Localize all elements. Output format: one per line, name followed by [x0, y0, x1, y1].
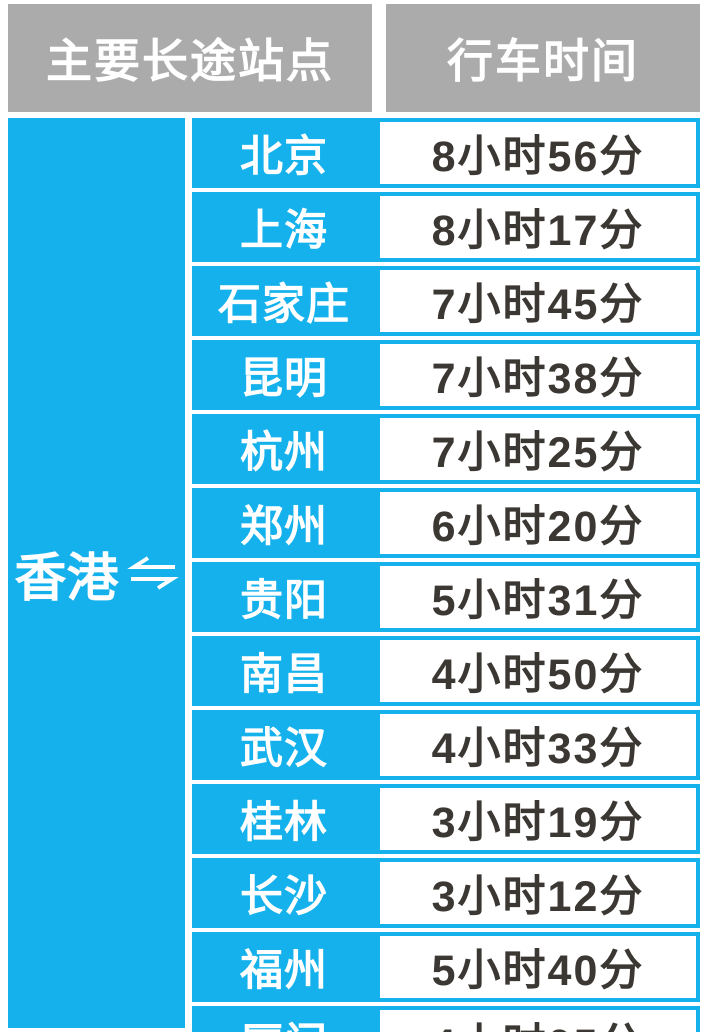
travel-time-cell: 8小时56分: [376, 118, 700, 188]
travel-time-cell: 6小时20分: [376, 488, 700, 558]
station-cell: 南昌: [192, 636, 376, 706]
station-cell: 武汉: [192, 710, 376, 780]
travel-time-cell: 4小时33分: [376, 710, 700, 780]
header-travel-time: 行车时间: [386, 4, 700, 112]
station-cell: 厦门: [192, 1006, 376, 1032]
header-stations: 主要长途站点: [8, 4, 372, 112]
table-row: 昆明 7小时38分: [192, 340, 700, 410]
station-cell: 福州: [192, 932, 376, 1002]
travel-time-cell: 4小时50分: [376, 636, 700, 706]
travel-time-cell: 7小时45分: [376, 266, 700, 336]
station-cell: 桂林: [192, 784, 376, 854]
table-row: 福州 5小时40分: [192, 932, 700, 1002]
rows-container: 北京 8小时56分 上海 8小时17分 石家庄 7小时45分 昆明 7小时38分…: [192, 118, 700, 1032]
table-body: 香港 北京 8小时56分 上海 8小时17分 石家庄 7小时45分 昆明 7小时…: [8, 118, 700, 1032]
origin-cell-hongkong: 香港: [8, 118, 185, 1028]
travel-time-cell: 3小时19分: [376, 784, 700, 854]
travel-time-cell: 3小时12分: [376, 858, 700, 928]
station-cell: 石家庄: [192, 266, 376, 336]
table-row: 长沙 3小时12分: [192, 858, 700, 928]
travel-time-cell: 5小时40分: [376, 932, 700, 1002]
table-row: 厦门 4小时05分: [192, 1006, 700, 1032]
travel-time-cell: 4小时05分: [376, 1006, 700, 1032]
station-cell: 上海: [192, 192, 376, 262]
station-cell: 长沙: [192, 858, 376, 928]
travel-time-cell: 7小时25分: [376, 414, 700, 484]
station-cell: 昆明: [192, 340, 376, 410]
origin-label: 香港: [14, 549, 119, 608]
station-cell: 郑州: [192, 488, 376, 558]
table-row: 上海 8小时17分: [192, 192, 700, 262]
table-row: 杭州 7小时25分: [192, 414, 700, 484]
station-cell: 贵阳: [192, 562, 376, 632]
travel-time-cell: 8小时17分: [376, 192, 700, 262]
table-row: 贵阳 5小时31分: [192, 562, 700, 632]
table-row: 桂林 3小时19分: [192, 784, 700, 854]
two-way-arrows-icon: [126, 545, 179, 605]
table-header-row: 主要长途站点 行车时间: [8, 4, 700, 112]
table-row: 北京 8小时56分: [192, 118, 700, 188]
table-row: 石家庄 7小时45分: [192, 266, 700, 336]
travel-time-cell: 5小时31分: [376, 562, 700, 632]
table-row: 武汉 4小时33分: [192, 710, 700, 780]
station-cell: 北京: [192, 118, 376, 188]
table-row: 郑州 6小时20分: [192, 488, 700, 558]
station-cell: 杭州: [192, 414, 376, 484]
travel-time-cell: 7小时38分: [376, 340, 700, 410]
table-row: 南昌 4小时50分: [192, 636, 700, 706]
